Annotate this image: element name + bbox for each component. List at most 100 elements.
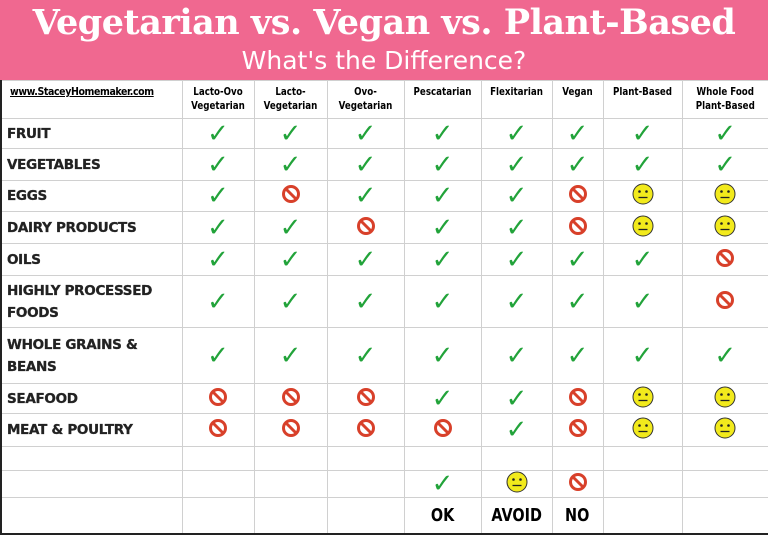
cell: NO: [551, 497, 604, 534]
cell-no: [551, 211, 604, 244]
legend-label: NO: [565, 504, 590, 526]
cell-ok: ✓: [326, 148, 405, 181]
cell-ok: ✓: [403, 118, 482, 149]
neutral-face-icon: [714, 215, 736, 241]
check-icon: ✓: [354, 149, 377, 180]
prohibited-icon: [433, 418, 453, 442]
table-row: Seafood ✓ ✓: [0, 383, 768, 414]
check-icon: ✓: [431, 118, 454, 149]
neutral-face-icon: [632, 183, 654, 209]
check-icon: ✓: [631, 286, 654, 317]
food-label: Whole Grains & Beans: [0, 327, 183, 384]
column-header: Vegan: [554, 80, 601, 119]
cell: [551, 446, 604, 471]
cell-no: [326, 211, 405, 244]
column-header: Whole Food Plant-Based: [686, 80, 765, 119]
neutral-face-icon: [714, 386, 736, 412]
check-icon: ✓: [505, 383, 528, 414]
prohibited-icon: [281, 418, 301, 442]
cell-ok: ✓: [480, 118, 553, 149]
cell-ok: ✓: [681, 118, 768, 149]
check-icon: ✓: [505, 149, 528, 180]
column-header-line: Vegetarian: [191, 99, 245, 112]
cell-avoid: [681, 383, 768, 414]
cell: [403, 446, 482, 471]
cell-ok: ✓: [602, 118, 683, 149]
check-icon: ✓: [566, 340, 589, 371]
column-header-line: Plant-Based: [612, 85, 673, 98]
cell-no: [326, 413, 405, 447]
spacer-row: [0, 446, 768, 471]
cell: [0, 497, 183, 534]
cell-ok: ✓: [681, 148, 768, 181]
cell: [0, 470, 183, 498]
column-header: Plant-Based: [607, 80, 678, 119]
cell-ok: ✓: [602, 148, 683, 181]
legend-row: ✓: [0, 470, 768, 498]
cell-ok: ✓: [551, 118, 604, 149]
check-icon: ✓: [431, 286, 454, 317]
legend-label: OK: [430, 504, 455, 526]
prohibited-icon: [568, 216, 588, 240]
cell-no: [551, 413, 604, 447]
cell-no: [253, 413, 328, 447]
legend-icon-cell: ✓: [403, 470, 482, 498]
check-icon: ✓: [207, 181, 229, 211]
check-icon: ✓: [431, 181, 454, 211]
title-banner: Vegetarian vs. Vegan vs. Plant-Based Wha…: [0, 0, 768, 80]
cell-avoid: [602, 383, 683, 414]
prohibited-icon: [208, 418, 228, 442]
check-icon: ✓: [631, 340, 654, 371]
prohibited-icon: [281, 184, 301, 208]
cell-ok: ✓: [480, 383, 553, 414]
cell: [326, 497, 405, 534]
cell: OK: [403, 497, 482, 534]
cell-ok: ✓: [181, 148, 255, 181]
table-row: Oils ✓ ✓ ✓ ✓ ✓ ✓ ✓: [0, 243, 768, 276]
cell: [681, 446, 768, 471]
cell-ok: ✓: [253, 327, 328, 384]
cell: [681, 470, 768, 498]
cell: [602, 446, 683, 471]
cell-ok: ✓: [181, 275, 255, 328]
prohibited-icon: [568, 418, 588, 442]
check-icon: ✓: [566, 149, 589, 180]
check-icon: ✓: [714, 340, 737, 371]
check-icon: ✓: [631, 149, 654, 180]
cell-no: [551, 383, 604, 414]
table-row: Eggs ✓ ✓ ✓ ✓: [0, 180, 768, 212]
table-row: Meat & Poultry ✓: [0, 413, 768, 447]
cell-ok: ✓: [253, 148, 328, 181]
legend-row: OK AVOID NO: [0, 497, 768, 534]
neutral-face-icon: [632, 417, 654, 443]
cell-ok: ✓: [480, 211, 553, 244]
cell: [253, 446, 328, 471]
check-icon: ✓: [279, 244, 302, 275]
cell: [253, 470, 328, 498]
cell-avoid: [602, 413, 683, 447]
check-icon: ✓: [207, 149, 229, 180]
column-header: Lacto-Ovo Vegetarian: [185, 80, 251, 119]
check-icon: ✓: [505, 118, 528, 149]
page-title: Vegetarian vs. Vegan vs. Plant-Based: [32, 2, 736, 43]
column-header: Flexitarian: [484, 80, 549, 119]
cell-no: [681, 275, 768, 328]
site-url: www.StaceyHomemaker.com: [0, 80, 183, 119]
food-label: Oils: [0, 243, 183, 276]
check-icon: ✓: [279, 118, 302, 149]
cell-avoid: [681, 413, 768, 447]
cell: [253, 497, 328, 534]
neutral-face-icon: [714, 183, 736, 209]
check-icon: ✓: [354, 340, 377, 371]
legend-icon-cell: [480, 470, 553, 498]
column-header-line: Pescatarian: [413, 85, 472, 98]
cell-ok: ✓: [326, 275, 405, 328]
cell-ok: ✓: [551, 243, 604, 276]
cell-ok: ✓: [681, 327, 768, 384]
food-label: Vegetables: [0, 148, 183, 181]
cell-ok: ✓: [326, 180, 405, 212]
cell-ok: ✓: [403, 211, 482, 244]
cell-no: [253, 383, 328, 414]
cell-ok: ✓: [181, 180, 255, 212]
column-header-line: Lacto-Ovo: [193, 85, 243, 98]
